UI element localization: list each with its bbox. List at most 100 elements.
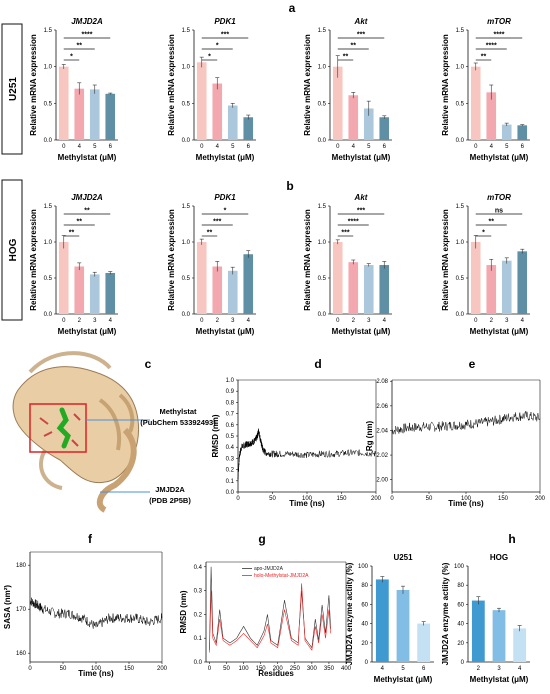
x-tick-label: 200: [157, 666, 168, 672]
y-tick-label: 0.3: [194, 589, 203, 595]
significance-label: **: [84, 208, 90, 215]
y-tick-label: 170: [16, 607, 27, 613]
x-tick-label: 100: [302, 496, 313, 502]
panel-label-g: g: [258, 532, 265, 546]
row-label-u251: U251: [1, 23, 23, 155]
panel-label-f: f: [88, 532, 93, 546]
x-tick-label: 0: [208, 666, 212, 672]
x-tick-label: 0: [474, 318, 478, 324]
x-tick-label: 200: [371, 496, 382, 502]
y-tick-label: 1.5: [44, 28, 53, 34]
chart-a1: 0.0 0.5 1.0 1.5 Relative mRNA expression Meth…: [29, 17, 118, 162]
significance-label: **: [69, 230, 75, 237]
bar: [501, 260, 512, 314]
y-tick-label: 0.0: [44, 312, 53, 318]
chart-a3: 0.0 0.5 1.0 1.5 Relative mRNA expression Meth…: [303, 17, 392, 162]
significance-label: ***: [357, 32, 365, 39]
x-tick-label: 4: [490, 144, 494, 150]
significance-label: **: [489, 219, 495, 226]
y-tick-label: 0.5: [182, 101, 191, 107]
x-axis-label: Methylstat (μM): [332, 327, 391, 336]
series-line: [237, 428, 377, 480]
legend-entry: holo-Methylstat-JMJD2A: [254, 573, 309, 579]
significance-label: **: [77, 43, 83, 50]
panel-label-b: b: [286, 179, 293, 193]
y-tick-label: 2.02: [376, 453, 388, 459]
x-tick-label: 0: [390, 496, 394, 502]
series-line: [209, 583, 331, 653]
x-tick-label: 50: [269, 496, 276, 502]
y-tick-label: 2.06: [376, 404, 388, 410]
y-tick-label: 0.8: [226, 400, 235, 406]
x-tick-label: 250: [290, 666, 301, 672]
x-tick-label: 0: [200, 318, 204, 324]
significance-label: *: [208, 54, 211, 61]
x-tick-label: 300: [307, 666, 318, 672]
y-axis-label: Relative mRNA expression: [29, 34, 38, 136]
y-tick-label: 2.08: [376, 379, 388, 385]
significance-label: *: [70, 54, 73, 61]
x-tick-label: 6: [109, 144, 113, 150]
chart-e: 2.00 2.02 2.04 2.06 2.08 Rg (nm) Time (ns) 0 50 1…: [365, 379, 546, 508]
chart-title: JMJD2A: [71, 17, 103, 26]
x-tick-label: 4: [381, 666, 385, 672]
y-tick-label: 0.2: [226, 468, 235, 474]
bar: [74, 266, 85, 314]
y-tick-label: 1.5: [318, 204, 327, 210]
x-tick-label: 0: [336, 144, 340, 150]
x-axis-label: Methylstat (μM): [470, 675, 529, 684]
significance-label: ****: [82, 32, 93, 39]
y-axis-label: Relative mRNA expression: [303, 209, 312, 311]
ligand-methylstat: [56, 407, 71, 449]
y-tick-label: 1.0: [318, 240, 327, 246]
chart-b1: 0.0 0.5 1.0 1.5 Relative mRNA expression Meth…: [29, 193, 118, 336]
x-tick-label: 0: [474, 144, 478, 150]
chart-title: JMJD2A: [71, 193, 103, 202]
bar: [470, 66, 481, 140]
y-axis-label: RMSD (nm): [211, 414, 220, 457]
chart-h2: 0 20 40 60 80 100 JMJD2A enzyme actiity (%) Met…: [441, 553, 530, 684]
significance-label: *: [482, 230, 485, 237]
bar: [396, 590, 410, 662]
bar: [513, 628, 527, 662]
x-tick-label: 2: [78, 318, 82, 324]
panel-label-h: h: [508, 532, 515, 546]
y-tick-label: 0.5: [318, 101, 327, 107]
y-axis-label: JMJD2A enzyme actiity (%): [345, 562, 354, 665]
y-tick-label: 1.5: [456, 204, 465, 210]
significance-label: **: [351, 43, 357, 50]
y-tick-label: 1.5: [182, 28, 191, 34]
y-tick-label: 0.7: [226, 412, 235, 418]
x-tick-label: 6: [521, 144, 525, 150]
y-tick-label: 0.0: [318, 312, 327, 318]
bar: [363, 108, 374, 140]
bar: [212, 83, 223, 140]
x-tick-label: 350: [324, 666, 335, 672]
significance-label: ***: [341, 230, 349, 237]
x-tick-label: 2: [490, 318, 494, 324]
bar: [486, 265, 497, 314]
bar: [227, 105, 238, 140]
y-tick-label: 60: [361, 602, 368, 608]
y-tick-label: 0: [461, 660, 465, 666]
y-tick-label: 0.3: [226, 456, 235, 462]
panel-label-c: c: [145, 357, 152, 371]
x-tick-label: 4: [521, 318, 525, 324]
x-tick-label: 100: [461, 496, 472, 502]
y-tick-label: 0.0: [318, 138, 327, 144]
y-axis-label: Relative mRNA expression: [441, 34, 450, 136]
bar: [348, 262, 359, 314]
significance-label: *: [216, 43, 219, 50]
y-tick-label: 0.0: [456, 138, 465, 144]
y-tick-label: 0.0: [194, 660, 203, 666]
bar: [58, 66, 69, 140]
bar: [212, 266, 223, 314]
significance-label: ****: [494, 32, 505, 39]
x-tick-label: 4: [109, 318, 113, 324]
bar: [517, 251, 528, 314]
chart-title: U251: [393, 553, 413, 562]
x-axis-label: Methylstat (μM): [196, 327, 255, 336]
y-tick-label: 1.5: [44, 204, 53, 210]
significance-label: *: [224, 208, 227, 215]
